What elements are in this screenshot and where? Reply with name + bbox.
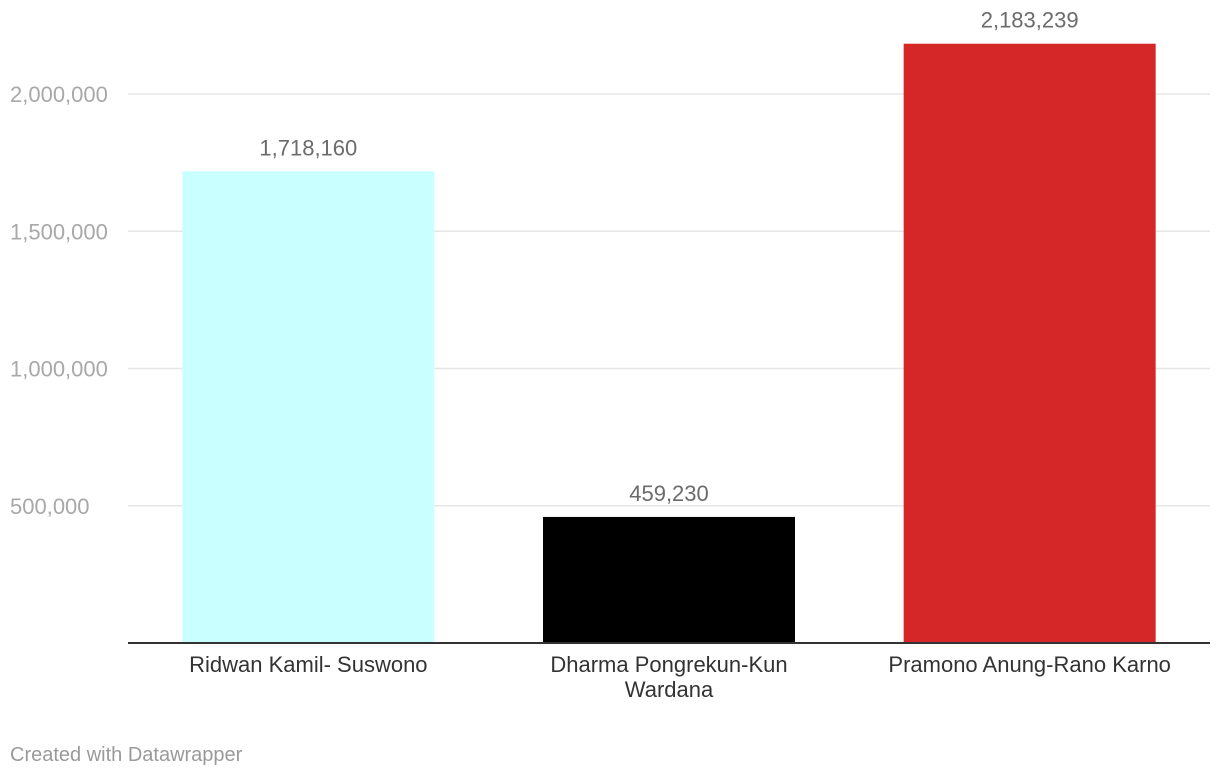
x-tick-label: Ridwan Kamil- Suswono	[189, 652, 427, 677]
y-tick-label: 1,500,000	[10, 219, 108, 244]
bar	[543, 516, 795, 643]
bar	[182, 171, 435, 643]
data-label: 459,230	[629, 481, 709, 506]
y-tick-label: 1,000,000	[10, 357, 108, 382]
y-tick-label: 500,000	[10, 494, 90, 519]
data-labels: 1,718,160 459,230 2,183,239	[259, 8, 1078, 506]
x-tick-label: Wardana	[625, 677, 714, 702]
bar	[903, 43, 1156, 644]
data-label: 2,183,239	[981, 8, 1079, 33]
x-tick-label: Dharma Pongrekun-Kun	[550, 652, 787, 677]
x-tick-label: Pramono Anung-Rano Karno	[888, 652, 1171, 677]
y-axis: 500,000 1,000,000 1,500,000 2,000,000	[10, 82, 108, 519]
bars	[182, 43, 1156, 644]
x-axis: Ridwan Kamil- Suswono Dharma Pongrekun-Ku…	[128, 642, 1210, 702]
y-tick-label: 2,000,000	[10, 82, 108, 107]
data-label: 1,718,160	[259, 135, 357, 160]
credit-text: Created with Datawrapper	[10, 744, 243, 766]
